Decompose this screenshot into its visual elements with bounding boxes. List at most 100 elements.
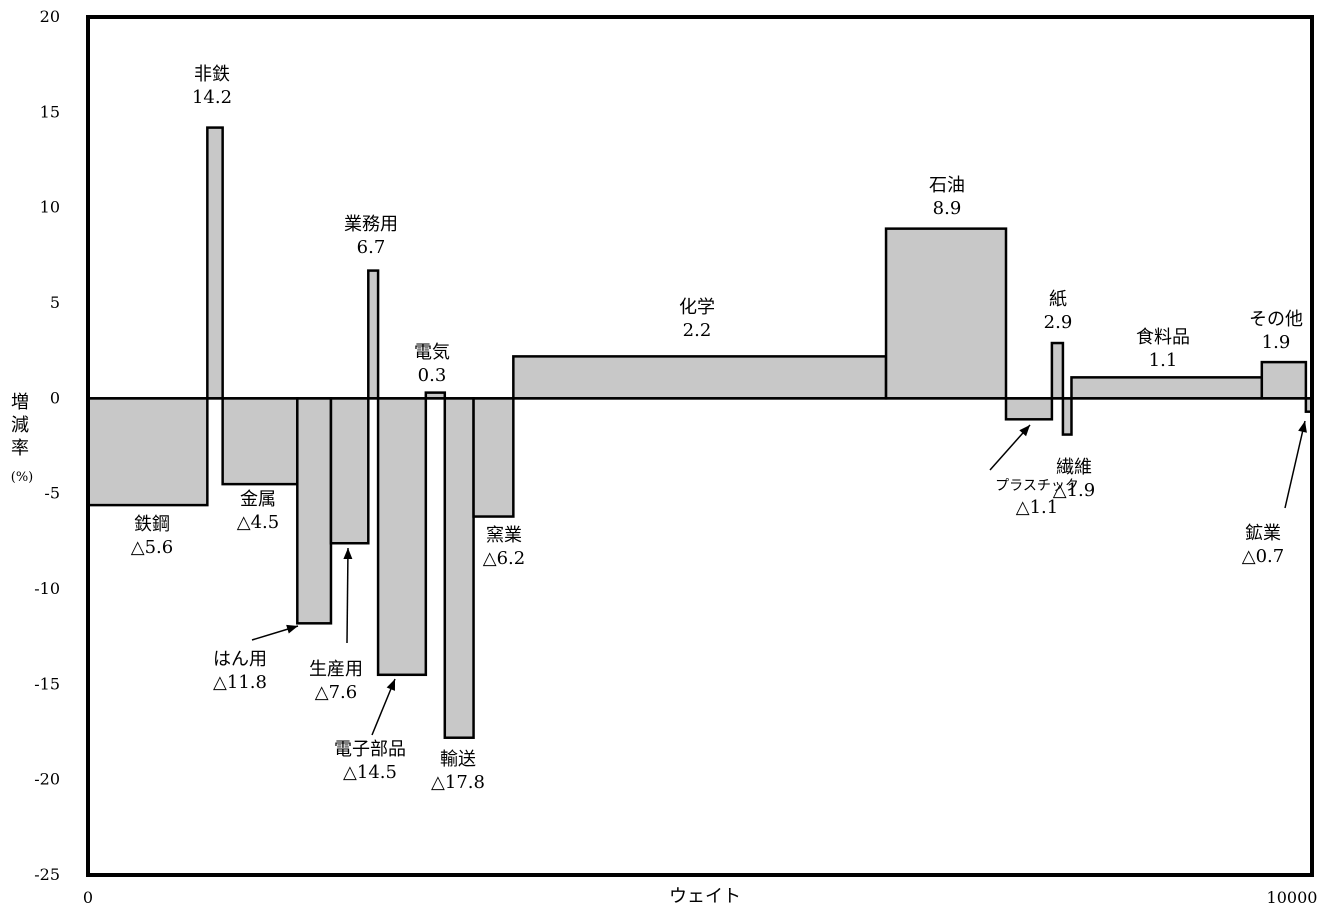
y-tick-label: 15 — [40, 102, 60, 121]
bar-15-name: 繊維 — [1056, 457, 1092, 478]
bar-14-value-label: 2.9 — [1044, 312, 1073, 333]
bar-2-name: 非鉄 — [194, 64, 230, 85]
bar-5 — [329, 397, 370, 545]
bar-10 — [472, 397, 515, 518]
bar-4-pointer-arrow — [251, 624, 299, 641]
bar-7-name: 電子部品 — [334, 739, 406, 760]
bar-13-pointer-arrow — [989, 424, 1031, 471]
y-axis-title-char-3: 率 — [11, 438, 29, 459]
y-axis-title-char-1: 増 — [11, 392, 29, 413]
y-axis-title-char-2: 減 — [11, 415, 29, 436]
bar-18-label: 鉱業△0.7 — [1242, 523, 1284, 567]
bar-7-label: 電子部品△14.5 — [334, 739, 406, 783]
bar-11-value-label: 2.2 — [683, 320, 712, 341]
bar-1-label: 鉄鋼△5.6 — [131, 514, 173, 558]
bar-14-label: 紙2.9 — [1044, 289, 1073, 333]
bar-5-label: 生産用△7.6 — [309, 659, 363, 703]
bar-16-value-label: 1.1 — [1149, 350, 1178, 371]
bar-10-value-label: △6.2 — [483, 548, 525, 569]
bar-15-label: 繊維△1.9 — [1053, 457, 1095, 501]
y-axis-ticks: 20 15 10 5 0 -5 -10 -15 -20 -25 — [34, 7, 60, 884]
y-tick-label: 20 — [40, 7, 60, 26]
bar-2 — [206, 126, 224, 400]
bar-13-value-label: △1.1 — [1016, 497, 1058, 518]
x-tick-label: 10000 — [1267, 888, 1318, 907]
bar-5-pointer-arrow — [343, 547, 353, 644]
bar-17 — [1260, 360, 1308, 400]
bar-12-value-label: 8.9 — [933, 198, 962, 219]
bars-layer — [86, 126, 1314, 739]
bar-15 — [1061, 397, 1073, 436]
bar-13-label: プラスチック △1.1 — [995, 478, 1079, 518]
bar-17-name: その他 — [1249, 309, 1303, 330]
bar-13-name: プラスチック — [995, 478, 1079, 494]
bar-18-value-label: △0.7 — [1242, 546, 1284, 567]
bar-13 — [1004, 397, 1054, 421]
bar-4-value-label: △11.8 — [213, 672, 267, 693]
bar-10-name: 窯業 — [486, 525, 522, 546]
bar-17-value-label: 1.9 — [1262, 332, 1291, 353]
bar-7-value-label: △14.5 — [343, 762, 397, 783]
bar-12 — [884, 227, 1008, 400]
bar-1 — [86, 397, 209, 507]
bar-3-value-label: △4.5 — [237, 512, 279, 533]
label-arrows — [251, 420, 1307, 736]
bar-12-name: 石油 — [929, 175, 965, 196]
bar-16-name: 食料品 — [1136, 327, 1190, 348]
bar-9-value-label: △17.8 — [431, 772, 485, 793]
y-tick-label: -5 — [44, 484, 60, 503]
bar-3 — [221, 397, 299, 486]
y-tick-label: -25 — [34, 865, 60, 884]
bar-16 — [1070, 376, 1264, 400]
bar-15-value-label: △1.9 — [1053, 480, 1095, 501]
arrow-shaft — [346, 547, 349, 644]
bar-1-value-label: △5.6 — [131, 537, 173, 558]
bar-18-name: 鉱業 — [1245, 523, 1281, 544]
arrow-head — [386, 679, 395, 691]
x-axis-ticks: 0 10000 — [83, 888, 1318, 907]
y-tick-label: -15 — [34, 674, 60, 693]
x-axis-title: ウェイト — [669, 886, 741, 907]
bar-4 — [296, 397, 333, 625]
bar-7-pointer-arrow — [371, 678, 396, 736]
arrow-head — [286, 624, 298, 634]
y-tick-label: 5 — [50, 293, 60, 312]
bar-1-name: 鉄鋼 — [134, 514, 170, 535]
bar-8-name: 電気 — [414, 342, 450, 363]
y-tick-label: -20 — [34, 770, 60, 789]
y-axis-title: 増 減 率 (%) — [11, 392, 34, 485]
x-tick-label: 0 — [83, 888, 93, 907]
bar-4-label: はん用△11.8 — [213, 649, 267, 693]
bar-5-value-label: △7.6 — [315, 682, 357, 703]
y-tick-label: 10 — [40, 198, 60, 217]
bar-8-label: 電気0.3 — [414, 342, 450, 386]
bar-4-name: はん用 — [213, 649, 267, 670]
arrow-head — [343, 548, 353, 560]
bar-5-name: 生産用 — [309, 659, 363, 680]
bar-12-label: 石油8.9 — [929, 175, 965, 219]
bar-18-pointer-arrow — [1284, 420, 1307, 509]
bar-3-label: 金属△4.5 — [237, 489, 279, 533]
arrow-head — [1019, 425, 1030, 437]
bar-11-label: 化学2.2 — [679, 297, 715, 341]
bar-14-name: 紙 — [1049, 289, 1067, 310]
bar-2-value-label: 14.2 — [192, 87, 232, 108]
bar-8-value-label: 0.3 — [418, 365, 447, 386]
y-tick-label: -10 — [34, 579, 60, 598]
bar-10-label: 窯業△6.2 — [483, 525, 525, 569]
y-axis-title-unit: (%) — [11, 470, 34, 485]
bar-6 — [367, 269, 380, 400]
bar-9-label: 輸送△17.8 — [431, 749, 485, 793]
arrow-shaft — [1284, 420, 1306, 509]
bar-14 — [1050, 341, 1065, 400]
y-tick-label: 0 — [50, 388, 60, 407]
bar-7 — [376, 397, 428, 677]
arrow-head — [1298, 421, 1307, 433]
plot-frame — [86, 15, 1314, 877]
